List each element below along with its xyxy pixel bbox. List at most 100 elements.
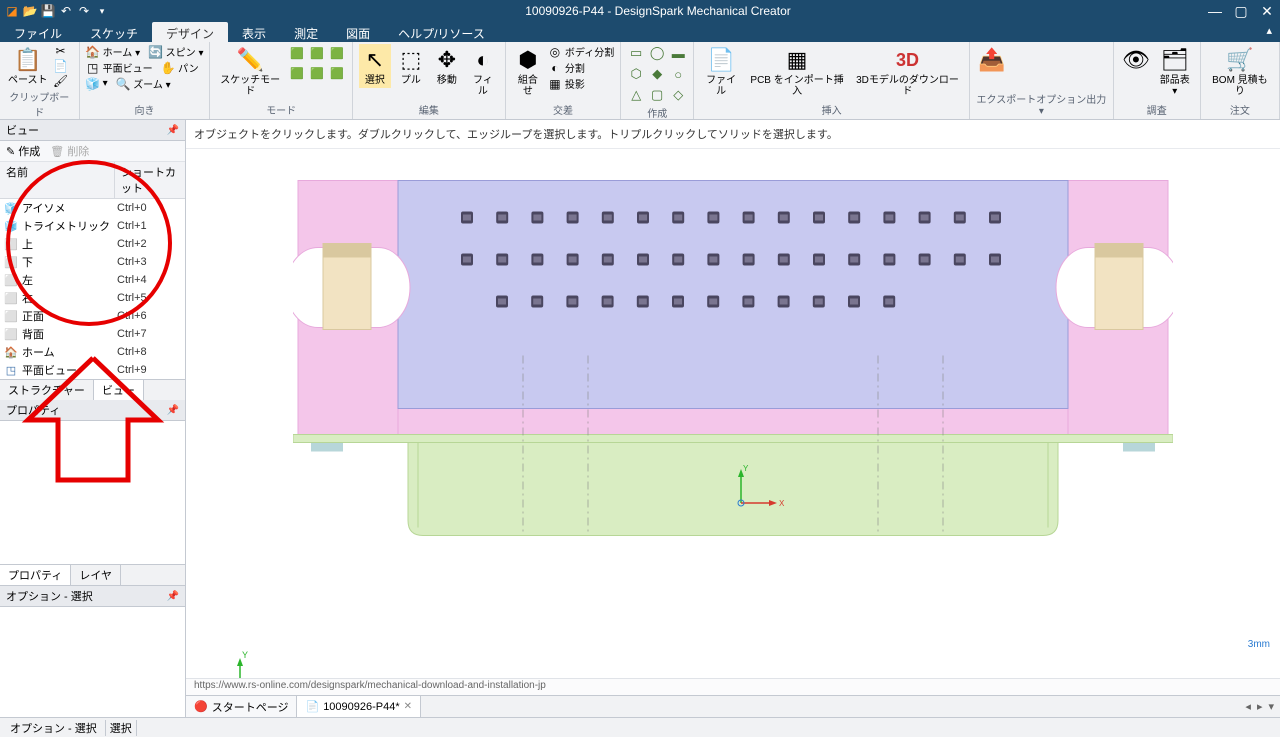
- prop-tab-0[interactable]: プロパティ: [0, 565, 71, 585]
- ribbon-btn-3-3[interactable]: ◐フィル: [467, 44, 499, 99]
- tab-menu-icon[interactable]: ▾: [1268, 700, 1274, 713]
- prop-tab-1[interactable]: レイヤ: [71, 565, 121, 585]
- ribbon-mini[interactable]: 🖌: [54, 74, 68, 88]
- ribbon-btn-2-0[interactable]: ✏️スケッチモード: [216, 44, 283, 99]
- redo-icon[interactable]: ↷: [76, 3, 92, 19]
- mode-cube-0[interactable]: 🟩: [288, 44, 306, 62]
- pin-icon[interactable]: 📌: [167, 405, 179, 416]
- options-panel-title: オプション - 選択: [6, 588, 93, 604]
- ribbon-mini[interactable]: ◳平面ビュー ✋パン: [86, 60, 204, 75]
- ribbon-mini[interactable]: 📄: [54, 59, 68, 73]
- view-item-8[interactable]: 🏠ホームCtrl+8: [0, 343, 185, 361]
- ribbon-group-3: ↖選択⬚プル✥移動◐フィル編集: [353, 42, 506, 119]
- save-icon[interactable]: 💾: [40, 3, 56, 19]
- ribbon-mini[interactable]: 🧊▾ 🔍ズーム ▾: [86, 76, 204, 91]
- pin-icon[interactable]: 📌: [167, 591, 179, 602]
- col-shortcut: ショートカット: [115, 162, 185, 198]
- ribbon-btn-3-2[interactable]: ✥移動: [431, 44, 463, 88]
- ribbon-group-label: 交差: [512, 101, 614, 119]
- create-icon-8[interactable]: ◇: [669, 86, 687, 104]
- left-tab-0[interactable]: ストラクチャー: [0, 380, 94, 400]
- create-button[interactable]: ✎ 作成: [6, 143, 40, 159]
- close-tab-icon[interactable]: ✕: [404, 701, 412, 712]
- ribbon-btn-9-0[interactable]: 🛒BOM 見積もり: [1207, 44, 1273, 99]
- mode-cube-2[interactable]: 🟩: [328, 44, 346, 62]
- options-panel-header: オプション - 選択 📌: [0, 586, 185, 607]
- col-name: 名前: [0, 162, 115, 198]
- open-icon[interactable]: 📂: [22, 3, 38, 19]
- ribbon-mini[interactable]: 🏠ホーム ▾ 🔄スピン ▾: [86, 44, 204, 59]
- ribbon-group-9: 🛒BOM 見積もり注文: [1201, 42, 1280, 119]
- create-icon-6[interactable]: △: [627, 86, 645, 104]
- menu-tab-2[interactable]: デザイン: [152, 22, 228, 42]
- view-triad[interactable]: Y X Z: [210, 648, 280, 678]
- mode-cube-1[interactable]: 🟩: [308, 44, 326, 62]
- view-item-7[interactable]: ⬜背面Ctrl+7: [0, 325, 185, 343]
- view-item-6[interactable]: ⬜正面Ctrl+6: [0, 307, 185, 325]
- mode-cube-3[interactable]: 🟩: [288, 64, 306, 82]
- ribbon-btn-8-0[interactable]: 👁: [1120, 44, 1152, 76]
- 3d-canvas[interactable]: Y X Y X Z 3mm: [186, 149, 1280, 678]
- qat-dropdown-icon[interactable]: ▾: [94, 3, 110, 19]
- create-icon-3[interactable]: ⬡: [627, 65, 645, 83]
- create-icon-0[interactable]: ▭: [627, 44, 645, 62]
- ribbon-btn-6-2[interactable]: 3D3Dモデルのダウンロード: [852, 44, 963, 99]
- mode-cube-5[interactable]: 🟩: [328, 64, 346, 82]
- ribbon-btn-6-1[interactable]: ▦PCB をインポート挿入: [746, 44, 848, 99]
- create-icon-4[interactable]: ◆: [648, 65, 666, 83]
- view-list-header: 名前 ショートカット: [0, 162, 185, 199]
- view-item-0[interactable]: 🧊アイソメCtrl+0: [0, 199, 185, 217]
- dimension-label: 3mm: [1248, 639, 1270, 650]
- create-icon-2[interactable]: ▬: [669, 44, 687, 62]
- ribbon-btn-4-0[interactable]: ⬢組合せ: [512, 44, 544, 99]
- ribbon-btn-3-0[interactable]: ↖選択: [359, 44, 391, 88]
- ribbon-tabs: ファイルスケッチデザイン表示測定図面ヘルプ/リソース ▴: [0, 22, 1280, 42]
- ribbon-mini[interactable]: ◐分割: [548, 60, 614, 75]
- ribbon-btn-7-0[interactable]: 📤: [976, 44, 1008, 76]
- tab-next-icon[interactable]: ▸: [1257, 700, 1263, 713]
- view-item-2[interactable]: ⬜上Ctrl+2: [0, 235, 185, 253]
- delete-button: 🗑 削除: [50, 143, 89, 159]
- view-item-5[interactable]: ⬜右Ctrl+5: [0, 289, 185, 307]
- ribbon-group-8: 👁🗂部品表 ▾調査: [1114, 42, 1201, 119]
- ribbon-group-1: 🏠ホーム ▾ 🔄スピン ▾◳平面ビュー ✋パン🧊▾ 🔍ズーム ▾向き: [80, 42, 211, 119]
- ribbon-btn-3-1[interactable]: ⬚プル: [395, 44, 427, 88]
- viewport: オブジェクトをクリックします。ダブルクリックして、エッジループを選択します。トリ…: [186, 120, 1280, 717]
- ribbon-mini[interactable]: ▦投影: [548, 76, 614, 91]
- tab-prev-icon[interactable]: ◂: [1245, 700, 1251, 713]
- view-item-1[interactable]: 🧊トライメトリックCtrl+1: [0, 217, 185, 235]
- menu-tab-5[interactable]: 図面: [332, 22, 384, 42]
- minimize-button[interactable]: —: [1206, 3, 1224, 20]
- menu-tab-0[interactable]: ファイル: [0, 22, 76, 42]
- menu-tab-4[interactable]: 測定: [280, 22, 332, 42]
- options-panel: オプション - 選択 📌: [0, 585, 185, 717]
- create-icon-1[interactable]: ◯: [648, 44, 666, 62]
- menu-tab-1[interactable]: スケッチ: [76, 22, 152, 42]
- ribbon-btn-0-0[interactable]: 📋ペースト: [6, 44, 50, 88]
- view-item-9[interactable]: ◳平面ビューCtrl+9: [0, 361, 185, 379]
- menu-tab-3[interactable]: 表示: [228, 22, 280, 42]
- close-button[interactable]: ✕: [1258, 3, 1276, 20]
- left-tab-1[interactable]: ビュー: [94, 380, 144, 400]
- view-panel-toolbar: ✎ 作成 🗑 削除: [0, 141, 185, 162]
- status-options: オプション - 選択: [6, 720, 101, 736]
- ribbon-mini[interactable]: ✂: [54, 44, 68, 58]
- pin-icon[interactable]: 📌: [167, 125, 179, 136]
- doc-tab-0[interactable]: 🔴スタートページ: [186, 696, 297, 717]
- ribbon-mini[interactable]: ◎ボディ分割: [548, 44, 614, 59]
- collapse-ribbon-icon[interactable]: ▴: [1258, 22, 1280, 42]
- ribbon-group-5: ▭◯▬⬡◆○△▢◇作成: [621, 42, 694, 119]
- ribbon-btn-8-1[interactable]: 🗂部品表 ▾: [1156, 44, 1194, 99]
- create-icon-7[interactable]: ▢: [648, 86, 666, 104]
- view-item-4[interactable]: ⬜左Ctrl+4: [0, 271, 185, 289]
- undo-icon[interactable]: ↶: [58, 3, 74, 19]
- ribbon-btn-6-0[interactable]: 📄ファイル: [700, 44, 742, 99]
- mode-cube-4[interactable]: 🟩: [308, 64, 326, 82]
- menu-tab-6[interactable]: ヘルプ/リソース: [384, 22, 499, 42]
- view-item-3[interactable]: ⬜下Ctrl+3: [0, 253, 185, 271]
- property-bottom-tabs: プロパティレイヤ: [0, 564, 185, 585]
- create-icon-5[interactable]: ○: [669, 65, 687, 83]
- ribbon-group-4: ⬢組合せ ◎ボディ分割◐分割▦投影交差: [506, 42, 621, 119]
- doc-tab-1[interactable]: 📄10090926-P44*✕: [297, 696, 421, 717]
- maximize-button[interactable]: ▢: [1232, 3, 1250, 20]
